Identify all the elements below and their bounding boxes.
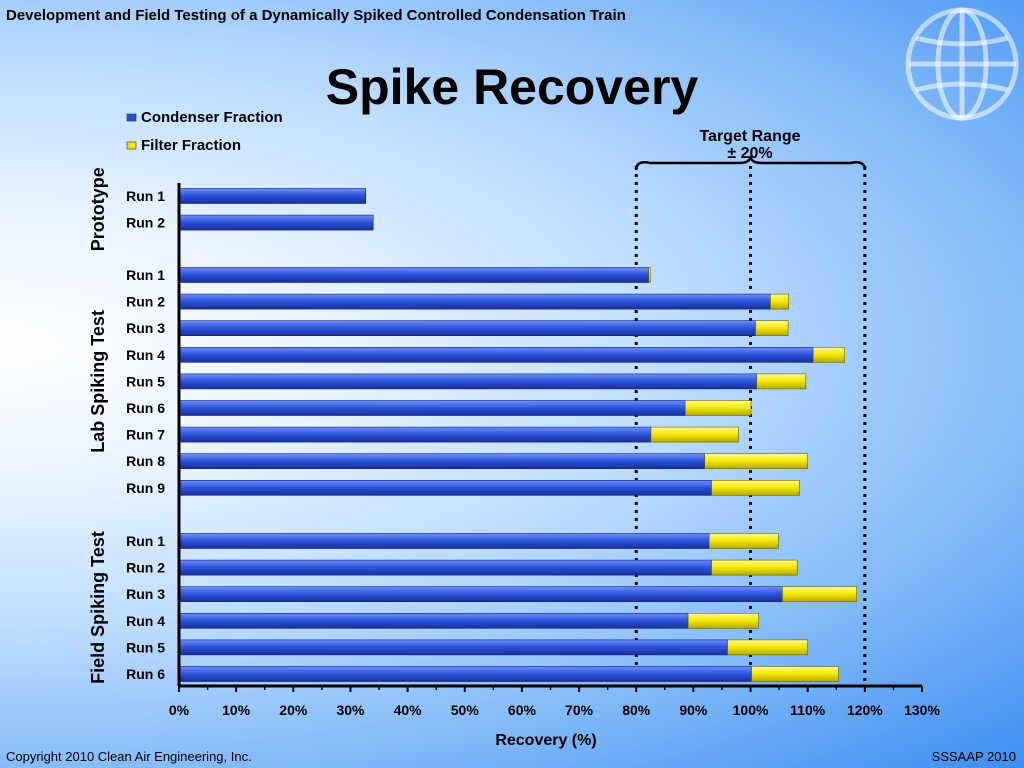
group-label: Lab Spiking Test [88, 310, 108, 453]
group-label: Prototype [88, 167, 108, 251]
run-label: Run 5 [126, 373, 165, 389]
filter-bar [755, 320, 789, 337]
group-label: Field Spiking Test [88, 531, 108, 684]
target-range-tolerance: ± 20% [727, 145, 772, 162]
group-labels: Prototype Lab Spiking Test Field Spiking T… [88, 167, 108, 684]
x-tick-label: 120% [847, 702, 883, 718]
condenser-bar [179, 559, 712, 576]
run-label: Run 2 [126, 215, 165, 231]
filter-bar [756, 373, 807, 390]
condenser-bar [179, 479, 712, 496]
filter-bar [684, 400, 752, 416]
legend-label: Condenser Fraction [141, 109, 283, 126]
x-tick-label: 130% [904, 702, 940, 718]
run-label: Run 6 [126, 666, 165, 682]
filter-bar [650, 426, 739, 443]
condenser-bar [179, 586, 783, 603]
target-range-brace [634, 155, 867, 171]
run-label: Run 3 [126, 586, 165, 602]
filter-bar [751, 666, 839, 682]
filter-bar [727, 639, 808, 656]
row-labels: Run 1 Run 2 Run 1 Run 2 Run 3 Run 4 Run 5 Run 6… [126, 188, 165, 682]
condenser-bar [179, 639, 728, 656]
legend-swatch [126, 113, 137, 122]
x-tick-label: 90% [679, 702, 708, 718]
condenser-bar [179, 612, 689, 629]
x-tick-label: 0% [169, 702, 190, 718]
condenser-bar [179, 373, 757, 390]
x-tick-label: 40% [394, 702, 423, 718]
legend-label: Filter Fraction [141, 137, 241, 154]
x-tick-label: 100% [733, 702, 769, 718]
condenser-bar [179, 267, 649, 283]
legend-swatch [126, 141, 137, 150]
condenser-bar [179, 533, 710, 549]
filter-bar [687, 612, 759, 629]
filter-bar [704, 453, 808, 470]
condenser-bar [179, 426, 652, 443]
x-tick-label: 70% [565, 702, 594, 718]
run-label: Run 1 [126, 533, 165, 549]
x-tick-label: 80% [622, 702, 651, 718]
run-label: Run 5 [126, 639, 165, 655]
condenser-bar [179, 320, 756, 337]
slide-title: Spike Recovery [325, 59, 699, 115]
filter-bar [711, 559, 798, 576]
run-label: Run 1 [126, 188, 165, 204]
run-label: Run 7 [126, 427, 165, 443]
condenser-bar [179, 188, 367, 204]
footer-copyright: Copyright 2010 Clean Air Engineering, In… [6, 749, 252, 764]
x-tick-label: 60% [508, 702, 537, 718]
x-tick-label: 10% [222, 702, 251, 718]
bars [179, 188, 858, 682]
condenser-bar [179, 666, 752, 682]
run-label: Run 2 [126, 294, 165, 310]
x-tick-label: 30% [336, 702, 365, 718]
condenser-bar [179, 293, 771, 310]
x-axis-label: Recovery (%) [495, 732, 596, 749]
run-label: Run 4 [126, 347, 165, 363]
target-range-annotation: Target Range ± 20% [634, 128, 867, 171]
run-label: Run 4 [126, 613, 165, 629]
condenser-bar [179, 214, 374, 231]
condenser-bar [179, 453, 705, 470]
run-label: Run 1 [126, 267, 165, 283]
globe-logo-icon [905, 7, 1019, 121]
target-range-label: Target Range [699, 128, 800, 145]
x-tick-label: 110% [790, 702, 826, 718]
chart-legend: Condenser Fraction Filter Fraction [126, 109, 283, 154]
condenser-bar [179, 346, 814, 363]
filter-bar [711, 479, 800, 496]
filter-bar [648, 267, 651, 283]
run-label: Run 8 [126, 453, 165, 469]
header-title: Development and Field Testing of a Dynam… [6, 7, 626, 24]
filter-bar [782, 586, 858, 603]
run-label: Run 9 [126, 480, 165, 496]
x-tick-label: 20% [279, 702, 308, 718]
filter-bar [770, 293, 789, 310]
run-label: Run 2 [126, 560, 165, 576]
filter-bar [708, 533, 779, 549]
footer-event: SSSAAP 2010 [931, 749, 1016, 764]
run-label: Run 6 [126, 400, 165, 416]
x-axis: 0% 10% 20% 30% 40% 50% 60% 70% 80% 90% 100% 110% 120… [169, 183, 940, 718]
filter-bar [812, 346, 845, 363]
reference-lines [634, 166, 867, 686]
run-label: Run 3 [126, 320, 165, 336]
condenser-bar [179, 400, 686, 416]
x-tick-label: 50% [451, 702, 480, 718]
